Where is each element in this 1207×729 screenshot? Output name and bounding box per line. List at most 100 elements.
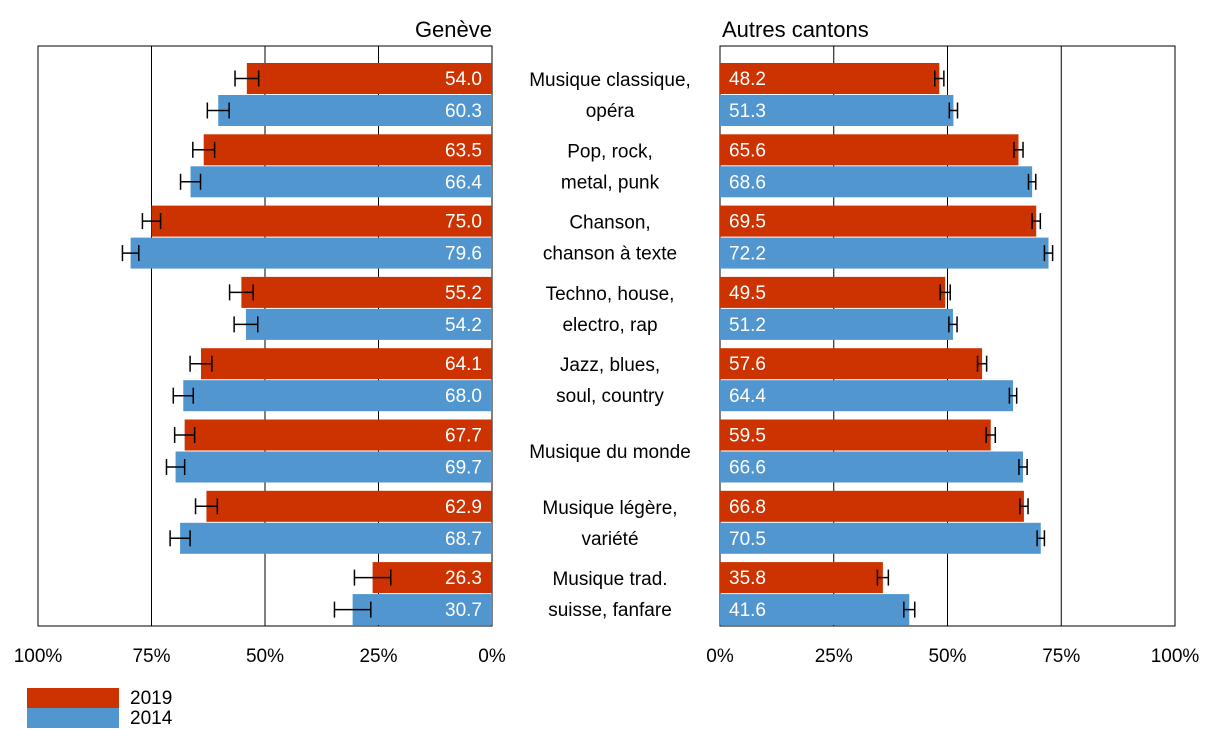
right-value-label-2014: 51.2	[729, 315, 766, 336]
right-tick-label: 100%	[1151, 646, 1200, 667]
right-bar-2019	[720, 205, 1037, 237]
left-panel-title: Genève	[415, 17, 492, 42]
left-bar-2019	[372, 562, 492, 594]
right-bar-2019	[720, 276, 946, 308]
right-bar-2019	[720, 490, 1024, 522]
category-label: variété	[581, 529, 638, 550]
category-label: metal, punk	[561, 172, 660, 193]
category-label: Techno, house,	[546, 284, 675, 305]
category-label: chanson à texte	[543, 244, 677, 265]
right-bar-2014	[720, 308, 953, 340]
left-value-label-2019: 75.0	[445, 212, 482, 233]
left-value-label-2014: 54.2	[445, 315, 482, 336]
left-value-label-2019: 63.5	[445, 140, 482, 161]
left-bar-2014	[218, 95, 492, 126]
right-value-label-2014: 64.4	[729, 386, 766, 407]
category-label: Jazz, blues,	[560, 355, 660, 376]
right-value-label-2019: 35.8	[729, 568, 766, 589]
right-value-label-2014: 51.3	[729, 101, 766, 122]
legend-swatch-2014	[27, 708, 119, 728]
left-tick-label: 50%	[246, 646, 284, 667]
legend: 2019 2014	[27, 688, 173, 729]
right-bars: 48.2 65.6 69.5 49.5 57.6 59.5 66.8 35.8 51.3 68.6…	[720, 63, 1054, 626]
right-bar-2014	[720, 451, 1024, 483]
category-label: Chanson,	[569, 213, 650, 234]
left-bar-2019	[151, 205, 492, 237]
left-value-label-2019: 26.3	[445, 568, 482, 589]
right-value-label-2019: 69.5	[729, 212, 766, 233]
right-bar-2019	[720, 562, 883, 594]
left-value-label-2014: 69.7	[445, 458, 482, 479]
category-label: Musique classique,	[529, 70, 691, 91]
right-bar-2014	[720, 522, 1041, 554]
right-value-label-2019: 59.5	[729, 426, 766, 447]
left-bar-2014	[130, 237, 492, 269]
right-panel-title: Autres cantons	[722, 17, 869, 42]
left-bar-2019	[206, 490, 492, 522]
left-value-label-2014: 68.7	[445, 529, 482, 550]
left-bar-2014	[175, 451, 492, 483]
category-label: opéra	[586, 101, 635, 122]
left-bar-2019	[246, 63, 492, 94]
left-bar-2014	[180, 522, 493, 554]
right-bar-2014	[720, 380, 1014, 412]
category-label: electro, rap	[562, 315, 657, 336]
left-bar-2014	[190, 166, 492, 198]
left-bars: 54.0 63.5 75.0 55.2 64.1 67.7 62.9 26.3 60.3 66.4…	[121, 63, 493, 626]
left-tick-label: 100%	[14, 646, 63, 667]
left-bar-2019	[241, 276, 492, 308]
right-tick-label: 0%	[706, 646, 734, 667]
right-value-label-2019: 48.2	[729, 69, 766, 90]
right-value-label-2019: 49.5	[729, 283, 766, 304]
right-bar-2019	[720, 419, 991, 451]
left-value-label-2014: 68.0	[445, 386, 482, 407]
right-value-label-2014: 66.6	[729, 458, 766, 479]
right-tick-label: 50%	[928, 646, 966, 667]
left-value-label-2014: 66.4	[445, 172, 482, 193]
left-value-label-2019: 67.7	[445, 426, 482, 447]
left-value-label-2019: 62.9	[445, 497, 482, 518]
left-bar-2019	[203, 134, 492, 166]
left-value-label-2019: 55.2	[445, 283, 482, 304]
left-value-label-2014: 30.7	[445, 600, 482, 621]
right-value-label-2014: 72.2	[729, 244, 766, 265]
right-bar-2014	[720, 95, 954, 126]
right-value-label-2014: 68.6	[729, 172, 766, 193]
right-value-label-2014: 41.6	[729, 600, 766, 621]
left-tick-label: 25%	[359, 646, 397, 667]
right-bar-2014	[720, 166, 1033, 198]
right-value-label-2019: 66.8	[729, 497, 766, 518]
category-label: suisse, fanfare	[548, 600, 672, 621]
right-value-label-2019: 65.6	[729, 140, 766, 161]
right-bar-2019	[720, 134, 1019, 166]
category-label: Musique légère,	[542, 498, 677, 519]
legend-label-2019: 2019	[130, 688, 172, 709]
left-bar-2014	[245, 308, 492, 340]
category-labels: Musique classique, opéra Pop, rock, metal, …	[529, 70, 691, 621]
legend-label-2014: 2014	[130, 708, 173, 729]
category-label: Pop, rock,	[567, 141, 653, 162]
left-bar-2019	[184, 419, 492, 451]
left-bar-2014	[352, 594, 492, 626]
right-bar-2014	[720, 594, 910, 626]
right-tick-label: 25%	[815, 646, 853, 667]
left-value-label-2019: 54.0	[445, 69, 482, 90]
left-tick-label: 75%	[132, 646, 170, 667]
left-tick-label: 0%	[478, 646, 506, 667]
left-value-label-2019: 64.1	[445, 354, 482, 375]
category-label: Musique du monde	[529, 442, 691, 463]
right-bar-2019	[720, 63, 940, 94]
category-label: Musique trad.	[552, 569, 667, 590]
left-panel: Genève 54.0 63.5 75.0 55.2 64.1 67.7 62.9 26.3 6…	[14, 17, 506, 667]
right-axis-ticks: 0% 25% 50% 75% 100%	[706, 646, 1199, 667]
left-value-label-2014: 60.3	[445, 101, 482, 122]
left-value-label-2014: 79.6	[445, 244, 482, 265]
left-axis-ticks: 100% 75% 50% 25% 0%	[14, 646, 506, 667]
right-bar-2014	[720, 237, 1049, 269]
category-label: soul, country	[556, 386, 664, 407]
right-tick-label: 75%	[1042, 646, 1080, 667]
right-value-label-2019: 57.6	[729, 354, 766, 375]
right-panel: Autres cantons 48.2 65.6 69.5 49.5 57.6 59.5 6…	[706, 17, 1199, 667]
right-bar-2019	[720, 348, 983, 380]
